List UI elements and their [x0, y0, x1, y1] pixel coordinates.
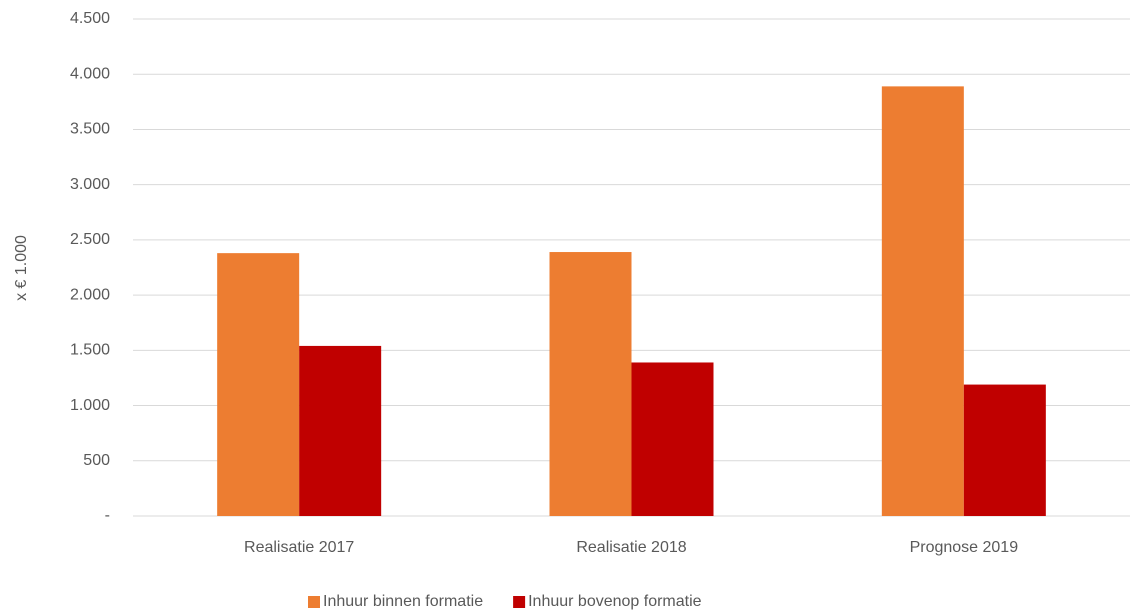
y-tick-label: - — [105, 507, 110, 524]
x-tick-label: Realisatie 2017 — [244, 539, 354, 556]
y-tick-label: 2.500 — [70, 231, 110, 248]
bar — [217, 253, 300, 517]
y-tick-label: 4.000 — [70, 65, 110, 82]
bar — [631, 362, 714, 516]
y-axis-label: x € 1.000 — [13, 235, 30, 301]
y-tick-label: 4.500 — [70, 10, 110, 27]
legend-label: Inhuur binnen formatie — [323, 593, 483, 610]
y-tick-label: 500 — [83, 452, 110, 469]
y-tick-label: 3.000 — [70, 176, 110, 193]
bar — [299, 345, 382, 516]
x-tick-label: Realisatie 2018 — [576, 539, 686, 556]
bar — [881, 86, 964, 517]
legend-swatch — [513, 596, 526, 608]
y-tick-label: 2.000 — [70, 286, 110, 303]
legend-label: Inhuur bovenop formatie — [528, 593, 702, 610]
bar — [549, 252, 632, 516]
y-tick-label: 1.000 — [70, 397, 110, 414]
bar — [963, 384, 1046, 516]
y-tick-label: 1.500 — [70, 342, 110, 359]
x-tick-label: Prognose 2019 — [910, 539, 1019, 556]
legend-swatch — [308, 596, 320, 608]
y-tick-label: 3.500 — [70, 121, 110, 138]
